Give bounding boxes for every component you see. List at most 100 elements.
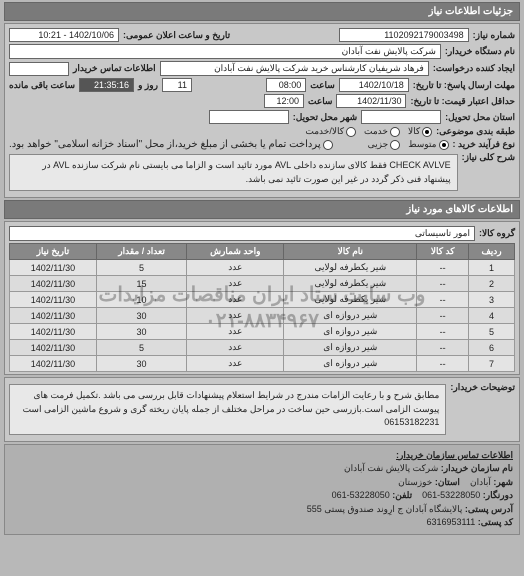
announce-label: تاریخ و ساعت اعلان عمومی: <box>123 30 230 41</box>
table-row: 6--شیر دروازه ایعدد51402/11/30 <box>10 340 515 356</box>
radio-label: متوسط <box>408 139 436 150</box>
requester-label: ایجاد کننده درخواست: <box>433 63 515 74</box>
contact-address-label: آدرس پستی: <box>465 504 513 514</box>
table-row: 5--شیر دروازه ایعدد301402/11/30 <box>10 324 515 340</box>
table-cell: 30 <box>96 308 186 324</box>
table-cell: 3 <box>469 292 515 308</box>
need-description: CHECK AVLVE فقط کالای سازنده داخلی AVL م… <box>9 154 458 191</box>
table-cell: شیر دروازه ای <box>284 356 417 372</box>
table-cell: شیر یکطرفه لولایی <box>284 292 417 308</box>
explain-text: مطابق شرح و با رعایت الزامات مندرج در شر… <box>9 384 446 435</box>
table-cell: -- <box>417 276 469 292</box>
table-cell: -- <box>417 324 469 340</box>
days-left-field: 11 <box>162 78 192 92</box>
contact-city: آبادان <box>470 477 491 487</box>
budget-radio-0[interactable]: کالا <box>408 126 432 137</box>
radio-icon <box>346 127 356 137</box>
pay-note-text: پرداخت تمام یا بخشی از مبلغ خرید،از محل … <box>9 139 321 150</box>
table-cell: 30 <box>96 324 186 340</box>
table-cell: 10 <box>96 292 186 308</box>
table-row: 4--شیر دروازه ایعدد301402/11/30 <box>10 308 515 324</box>
pay-note-check[interactable]: پرداخت تمام یا بخشی از مبلغ خرید،از محل … <box>9 139 333 150</box>
table-header: تعداد / مقدار <box>96 244 186 260</box>
radio-icon <box>390 127 400 137</box>
table-cell: 1402/11/30 <box>10 276 97 292</box>
need-info-panel: شماره نیاز: 1102092179003498 تاریخ و ساع… <box>4 23 520 198</box>
contact-block: اطلاعات تماس سازمان خریدار: نام سازمان خ… <box>4 444 520 535</box>
table-cell: 4 <box>469 308 515 324</box>
goods-group-field: امور تاسیساتی <box>9 226 475 241</box>
table-cell: 1402/11/30 <box>10 356 97 372</box>
table-row: 2--شیر یکطرفه لولاییعدد151402/11/30 <box>10 276 515 292</box>
table-cell: شیر دروازه ای <box>284 308 417 324</box>
table-cell: -- <box>417 356 469 372</box>
table-cell: عدد <box>187 340 284 356</box>
requester-field: فرهاد شریفیان کارشناس خرید شرکت پالایش ن… <box>160 61 429 76</box>
page-header: جزئیات اطلاعات نیاز <box>4 2 520 21</box>
contact-header: اطلاعات تماس سازمان خریدار: <box>11 449 513 463</box>
delivery-city-field <box>209 110 289 124</box>
table-header: واحد شمارش <box>187 244 284 260</box>
buytype-radio-1[interactable]: جزیی <box>368 139 401 150</box>
goods-panel: گروه کالا: امور تاسیساتی ردیفکد کالانام … <box>4 221 520 375</box>
table-cell: 5 <box>469 324 515 340</box>
buytype-radio-0[interactable]: متوسط <box>408 139 448 150</box>
contact-city-label: شهر: <box>493 477 513 487</box>
table-cell: 30 <box>96 356 186 372</box>
desc-label: شرح کلی نیاز: <box>462 152 515 163</box>
explain-label: توضیحات خریدار: <box>450 382 515 393</box>
table-row: 3--شیر یکطرفه لولاییعدد101402/11/30 <box>10 292 515 308</box>
table-cell: -- <box>417 308 469 324</box>
radio-icon <box>390 140 400 150</box>
delivery-city-label: شهر محل تحویل: <box>293 112 357 123</box>
table-row: 1--شیر یکطرفه لولاییعدد51402/11/30 <box>10 260 515 276</box>
buy-type-label: نوع فرآیند خرید : <box>453 139 516 150</box>
table-cell: شیر یکطرفه لولایی <box>284 276 417 292</box>
budget-radio-1[interactable]: خدمت <box>364 126 400 137</box>
contact-phone: 53228050-061 <box>332 490 390 500</box>
delivery-state-label: استان محل تحویل: <box>445 112 515 123</box>
contact-postal-label: کد پستی: <box>478 517 513 527</box>
table-cell: 1402/11/30 <box>10 324 97 340</box>
budget-label: طبقه بندی موضوعی: <box>436 126 515 137</box>
table-header: ردیف <box>469 244 515 260</box>
explain-panel: توضیحات خریدار: مطابق شرح و با رعایت الز… <box>4 377 520 442</box>
goods-table: ردیفکد کالانام کالاواحد شمارشتعداد / مقد… <box>9 243 515 372</box>
contact-fax-label: دورنگار: <box>483 490 513 500</box>
table-cell: عدد <box>187 308 284 324</box>
deadline-send-time: 08:00 <box>266 78 306 92</box>
deadline-send-label: مهلت ارسال پاسخ: تا تاریخ: <box>413 80 515 91</box>
table-cell: 15 <box>96 276 186 292</box>
table-cell: 1402/11/30 <box>10 340 97 356</box>
countdown-field: 21:35:16 <box>79 78 134 92</box>
radio-icon <box>422 127 432 137</box>
budget-radio-2[interactable]: کالا/خدمت <box>305 126 356 137</box>
radio-label: جزیی <box>368 139 389 150</box>
contact-postal: 6316953111 <box>427 517 476 527</box>
table-cell: شیر دروازه ای <box>284 340 417 356</box>
need-number-label: شماره نیاز: <box>473 30 515 41</box>
budget-radio-group: کالا خدمت کالا/خدمت <box>305 126 432 137</box>
table-header: کد کالا <box>417 244 469 260</box>
contact-phone-label: تلفن: <box>392 490 412 500</box>
deadline-price-label: حداقل اعتبار قیمت: تا تاریخ: <box>410 96 515 107</box>
table-cell: 5 <box>96 340 186 356</box>
buyer-contact-field <box>9 62 69 76</box>
deadline-price-date: 1402/11/30 <box>336 94 406 108</box>
table-cell: 2 <box>469 276 515 292</box>
table-cell: شیر دروازه ای <box>284 324 417 340</box>
contact-province-label: استان: <box>435 477 460 487</box>
table-cell: 1402/11/30 <box>10 260 97 276</box>
table-cell: -- <box>417 292 469 308</box>
time-label-2: ساعت <box>308 96 333 107</box>
table-cell: عدد <box>187 324 284 340</box>
buyer-org-label: نام دستگاه خریدار: <box>445 46 515 57</box>
radio-label: کالا/خدمت <box>305 126 344 137</box>
remain-label: ساعت باقی مانده <box>9 80 75 91</box>
contact-org-label: نام سازمان خریدار: <box>441 463 513 473</box>
need-number-field: 1102092179003498 <box>339 28 469 42</box>
table-cell: -- <box>417 260 469 276</box>
announce-field: 1402/10/06 - 10:21 <box>9 28 119 42</box>
table-header: تاریخ نیاز <box>10 244 97 260</box>
table-cell: عدد <box>187 292 284 308</box>
